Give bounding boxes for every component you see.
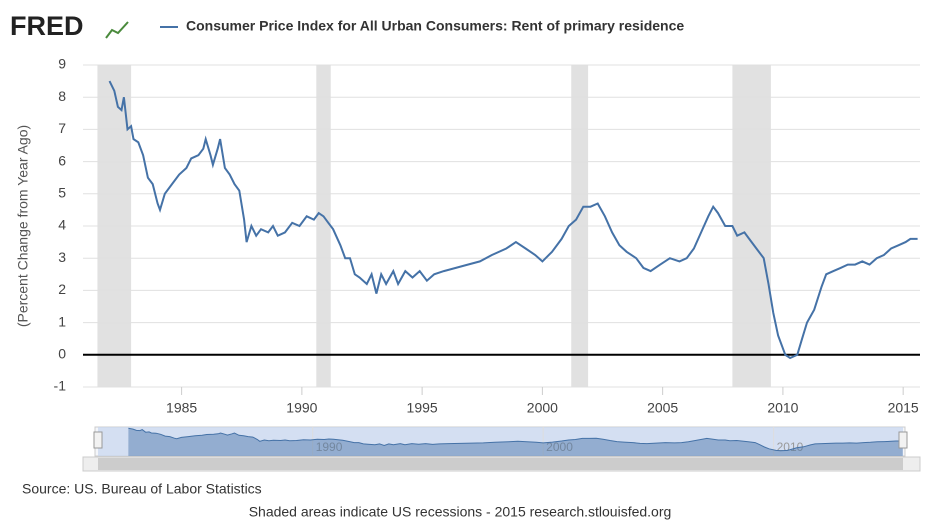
navigator-handle[interactable]	[898, 431, 908, 449]
y-tick-label: 2	[58, 281, 66, 297]
scrollbar-thumb[interactable]	[98, 458, 903, 470]
navigator-tick-label: 1990	[316, 440, 343, 454]
y-tick-label: 6	[58, 152, 66, 168]
logo: FRED	[10, 11, 84, 41]
navigator-handle[interactable]	[93, 431, 103, 449]
y-tick-label: 3	[58, 249, 66, 265]
y-tick-label: 8	[58, 88, 66, 104]
y-tick-label: -1	[54, 378, 67, 394]
y-tick-label: 1	[58, 313, 66, 329]
x-tick-label: 2005	[647, 400, 678, 416]
navigator-tick-label: 2000	[546, 440, 573, 454]
source: Source: US. Bureau of Labor Statistics	[22, 481, 262, 497]
y-tick-label: 0	[58, 346, 66, 362]
y-tick-label: 9	[58, 56, 66, 72]
navigator-area	[128, 428, 903, 456]
x-tick-label: 2015	[888, 400, 919, 416]
x-tick-label: 1990	[286, 400, 317, 416]
x-tick-label: 2010	[767, 400, 798, 416]
footer: Shaded areas indicate US recessions - 20…	[249, 504, 672, 520]
y-tick-label: 5	[58, 185, 66, 201]
y-tick-label: 7	[58, 120, 66, 136]
logo-icon	[105, 21, 129, 39]
x-tick-label: 2000	[527, 400, 558, 416]
navigator-selection	[98, 427, 903, 456]
navigator-line	[128, 427, 903, 452]
y-axis-label: (Percent Change from Year Ago)	[15, 125, 31, 327]
x-tick-label: 1995	[407, 400, 438, 416]
legend-label: Consumer Price Index for All Urban Consu…	[186, 18, 684, 34]
y-tick-label: 4	[58, 217, 66, 233]
line	[108, 80, 918, 360]
x-tick-label: 1985	[166, 400, 197, 416]
